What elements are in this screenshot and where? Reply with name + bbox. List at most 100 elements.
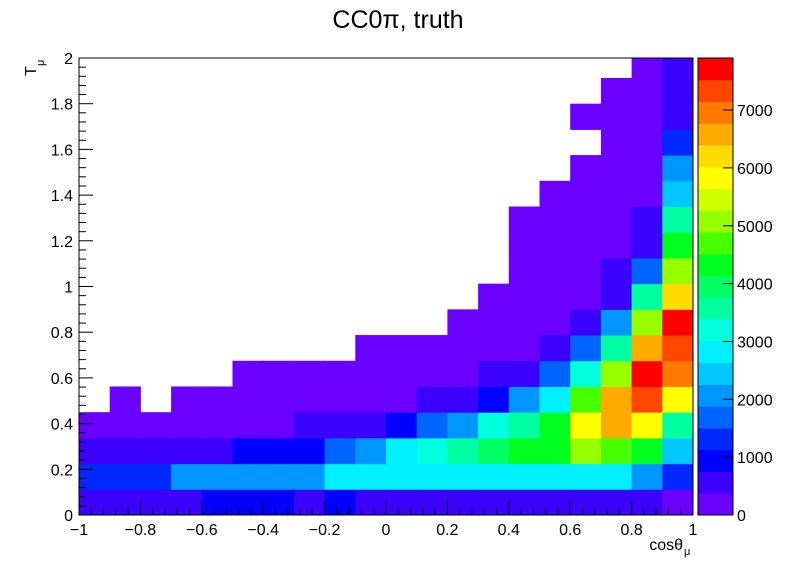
heatmap-cell <box>355 489 387 516</box>
heatmap-cell <box>539 257 571 285</box>
heatmap-cell <box>570 103 602 130</box>
y-tick-label: 0.8 <box>51 325 73 342</box>
heatmap-cell <box>416 489 448 516</box>
x-tick-label: 0.2 <box>436 522 458 539</box>
heatmap-cell <box>662 283 694 310</box>
heatmap-cell <box>539 360 571 387</box>
heatmap-cell <box>508 386 540 413</box>
heatmap-cell <box>631 232 663 259</box>
x-tick-label: 0 <box>382 522 391 539</box>
heatmap-cell <box>631 386 663 413</box>
heatmap-cell <box>171 489 203 516</box>
heatmap-cell <box>508 360 540 387</box>
y-tick-label: 2 <box>64 51 73 68</box>
colorbar-tick-label: 7000 <box>737 103 773 120</box>
heatmap-cell <box>478 463 510 490</box>
heatmap-cell <box>232 489 264 516</box>
heatmap-cell <box>600 77 633 105</box>
heatmap-cell <box>478 309 510 336</box>
colorbar-swatch <box>698 253 733 277</box>
x-tick-label: −1 <box>70 522 88 539</box>
colorbar-swatch <box>698 210 733 233</box>
heatmap-cell <box>662 58 694 79</box>
heatmap-cell <box>570 335 602 362</box>
heatmap-cell <box>631 283 663 310</box>
heatmap-cell <box>355 335 387 362</box>
colorbar-frame <box>697 57 734 516</box>
x-axis-label-subscript: μ <box>684 546 690 558</box>
heatmap-cell <box>631 129 663 156</box>
heatmap-cell <box>447 386 479 413</box>
y-tick-label: 0.4 <box>51 417 73 434</box>
colorbar-swatch <box>698 123 733 146</box>
heatmap-cell <box>201 437 233 465</box>
heatmap-cell <box>631 103 663 130</box>
heatmap-cell <box>447 412 479 439</box>
heatmap-cell <box>662 155 694 182</box>
heatmap-cell <box>478 412 510 439</box>
heatmap-cell <box>324 463 356 490</box>
heatmap-cell <box>263 412 295 439</box>
heatmap-cell <box>662 257 694 285</box>
heatmap-cell <box>171 386 203 413</box>
heatmap-cell <box>293 463 326 490</box>
heatmap-cell <box>232 360 264 387</box>
heatmap-cell <box>600 437 633 465</box>
heatmap-cell <box>570 206 602 233</box>
heatmap-cell <box>508 257 540 285</box>
heatmap-cell <box>662 129 694 156</box>
heatmap-cell <box>232 386 264 413</box>
heatmap-cell <box>416 437 448 465</box>
heatmap-cell <box>570 386 602 413</box>
heatmap-cell <box>539 283 571 310</box>
heatmap-cell <box>478 360 510 387</box>
colorbar-swatch <box>698 406 733 429</box>
heatmap-cell <box>600 283 633 310</box>
heatmap-cell <box>201 463 233 490</box>
colorbar-tick-label: 2000 <box>737 392 773 409</box>
heatmap-cell <box>416 335 448 362</box>
colorbar-tick-label: 6000 <box>737 161 773 178</box>
heatmap-cell <box>324 386 356 413</box>
heatmap-cell <box>600 309 633 336</box>
y-tick-label: 1.2 <box>51 234 73 251</box>
heatmap-cell <box>324 360 356 387</box>
heatmap-cell <box>293 360 326 387</box>
colorbar-swatch <box>698 297 733 320</box>
heatmap-cell <box>662 489 694 516</box>
heatmap-cell <box>263 489 295 516</box>
heatmap-cell <box>478 335 510 362</box>
heatmap-cell <box>539 232 571 259</box>
heatmap-cell <box>324 489 356 516</box>
heatmap-cell <box>109 386 141 413</box>
heatmap-cell <box>355 412 387 439</box>
heatmap-cell <box>293 437 326 465</box>
axes: −1 −0.8 −0.6 −0.4 −0.2 0 0.2 0.4 0.6 0.8 1 0 0.2 0.4 0… <box>51 51 698 539</box>
heatmap-cell <box>508 309 540 336</box>
heatmap-cell <box>447 489 479 516</box>
heatmap-cell <box>600 386 633 413</box>
heatmap-cell <box>508 232 540 259</box>
heatmap-cell <box>600 206 633 233</box>
heatmap-cell <box>600 360 633 387</box>
heatmap-cells <box>79 58 694 516</box>
heatmap-cell <box>570 489 602 516</box>
color-scale-bar: 0 1000 2000 3000 4000 5000 6000 7000 <box>697 57 773 525</box>
heatmap-cell <box>539 180 571 208</box>
heatmap-cell <box>570 360 602 387</box>
heatmap-cell <box>478 489 510 516</box>
heatmap-cell <box>600 257 633 285</box>
heatmap-cell <box>631 463 663 490</box>
heatmap-cell <box>478 437 510 465</box>
heatmap-cell <box>600 180 633 208</box>
colorbar-swatch <box>698 166 733 190</box>
heatmap-cell <box>293 386 326 413</box>
heatmap-cell <box>355 386 387 413</box>
heatmap-cell <box>539 437 571 465</box>
x-tick-label: −0.2 <box>309 522 341 539</box>
heatmap-cell <box>171 437 203 465</box>
heatmap-cell <box>109 412 141 439</box>
colorbar-swatch <box>698 58 733 81</box>
colorbar-tick-label: 1000 <box>737 450 773 467</box>
colorbar-swatch <box>698 275 733 298</box>
